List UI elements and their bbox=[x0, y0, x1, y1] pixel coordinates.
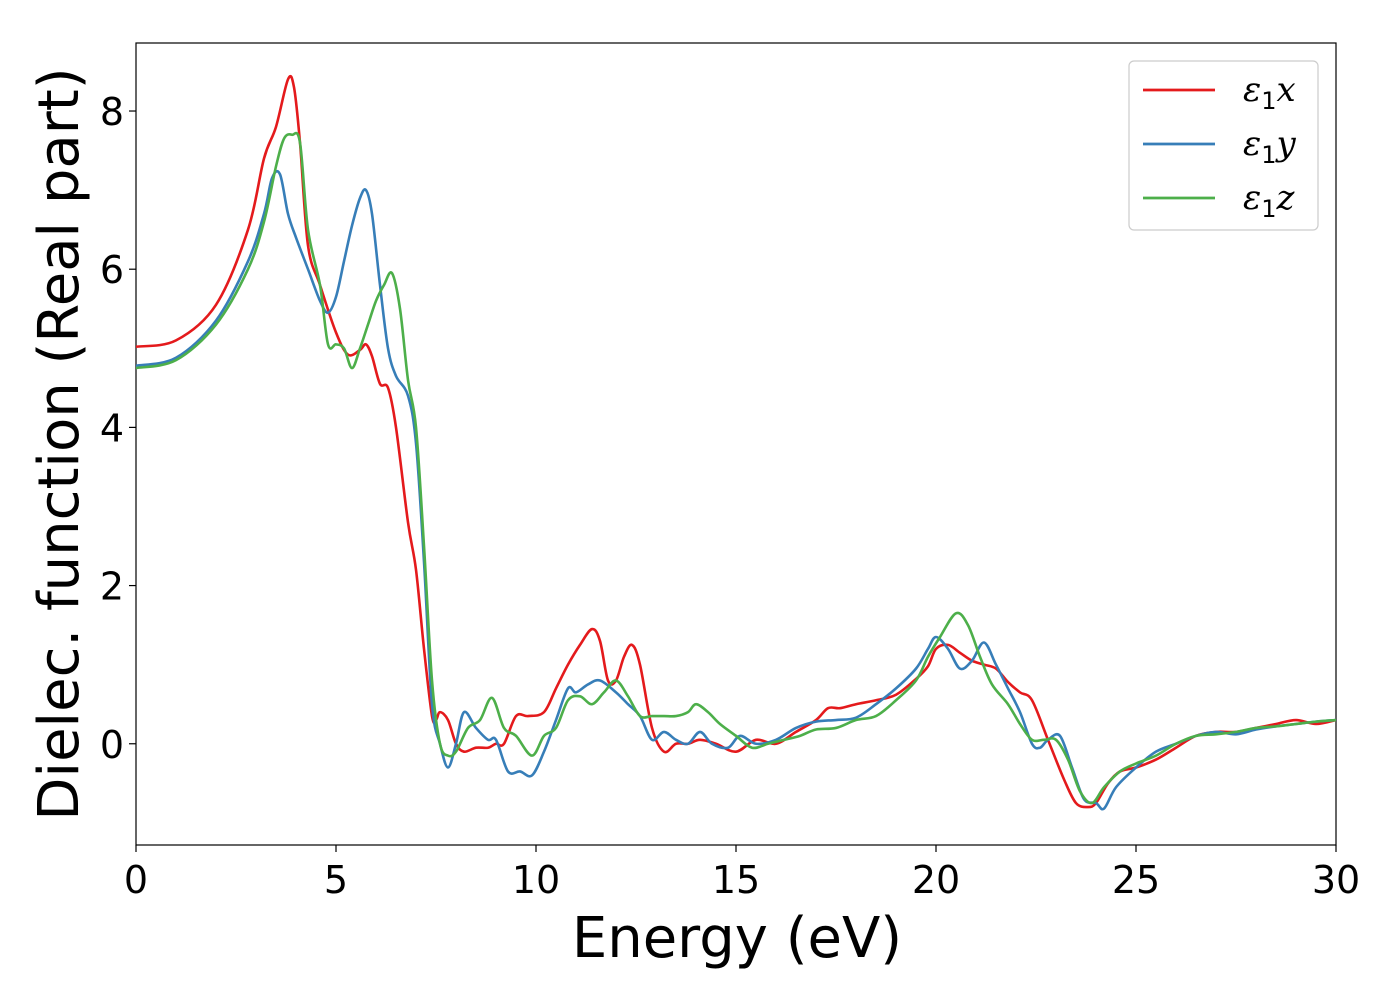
series-line-z bbox=[136, 131, 1336, 805]
x-tick-label: 25 bbox=[1112, 858, 1160, 902]
ticks-layer: 0 5 10 15 20 25 30 0 2 4 6 8 bbox=[100, 90, 1360, 902]
legend: ε1x ε1y ε1z bbox=[1128, 60, 1319, 231]
legend-box bbox=[1128, 60, 1319, 231]
legend-label-z: ε1z bbox=[1243, 178, 1296, 223]
x-tick-label: 15 bbox=[712, 858, 760, 902]
y-tick-label: 0 bbox=[100, 723, 124, 767]
x-tick-label: 10 bbox=[512, 858, 560, 902]
y-axis-label: Dielec. function (Real part) bbox=[27, 67, 92, 820]
x-tick-label: 5 bbox=[324, 858, 348, 902]
x-tick-label: 0 bbox=[124, 858, 148, 902]
y-tick-label: 4 bbox=[100, 406, 124, 450]
series-line-x bbox=[136, 74, 1336, 809]
legend-label-x: ε1x bbox=[1243, 70, 1296, 115]
y-tick-label: 8 bbox=[100, 90, 124, 134]
y-tick-label: 6 bbox=[100, 248, 124, 292]
series-layer bbox=[136, 74, 1336, 811]
x-axis-label: Energy (eV) bbox=[572, 906, 902, 971]
y-tick-label: 2 bbox=[100, 565, 124, 609]
labels-layer: Energy (eV) Dielec. function (Real part) bbox=[27, 67, 902, 971]
x-tick-label: 20 bbox=[912, 858, 960, 902]
legend-label-y: ε1y bbox=[1243, 124, 1297, 169]
x-tick-label: 30 bbox=[1312, 858, 1360, 902]
